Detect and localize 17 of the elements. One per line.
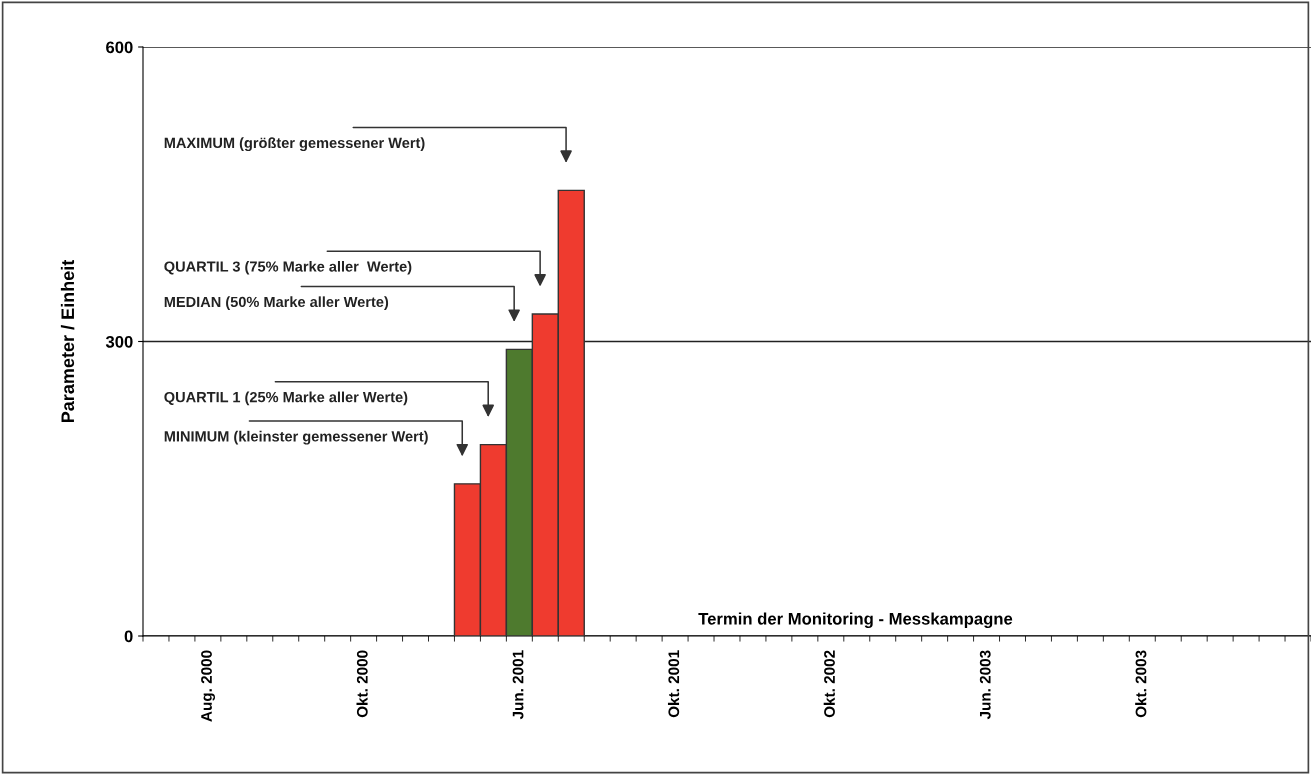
x-tick-label: Okt. 2000 — [356, 650, 368, 718]
y-tick-label: 0 — [124, 630, 133, 643]
annotation: QUARTIL 1 (25% Marke aller Werte) — [164, 391, 408, 406]
y-tick-label: 600 — [106, 41, 133, 54]
annotation: QUARTIL 3 (75% Marke aller Werte) — [164, 261, 412, 275]
x-tick-label: Okt. 2001 — [667, 650, 680, 718]
x-axis-title: Termin der Monitoring - Messkampagne — [698, 612, 1013, 629]
x-tick-label: Okt. 2002 — [823, 650, 835, 718]
x-tick-label: Aug. 2000 — [201, 650, 216, 722]
annotation: MEDIAN (50% Marke aller Werte) — [164, 296, 389, 310]
annotation: MAXIMUM (größter gemessener Wert) — [164, 137, 425, 151]
x-tick-label: Jun. 2003 — [979, 650, 991, 720]
x-tick-label: Jun. 2001 — [512, 650, 524, 720]
y-axis-title: Parameter / Einheit — [60, 259, 75, 423]
y-tick-label: 300 — [105, 335, 133, 348]
x-tick-label: Okt. 2003 — [1135, 650, 1147, 718]
annotation: MINIMUM (kleinster gemessener Wert) — [164, 430, 428, 445]
